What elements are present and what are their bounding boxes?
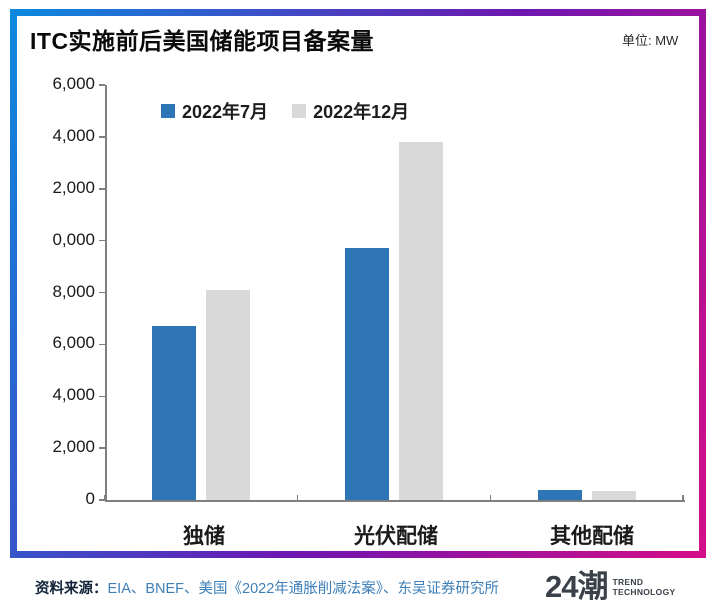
x-axis-line (105, 500, 685, 502)
y-axis-label: 6,000 (52, 333, 95, 353)
bar-s0-c0 (152, 326, 197, 500)
unit-label: 单位: MW (622, 33, 679, 48)
y-axis-label: 6,000 (52, 74, 95, 93)
logo-subtext: TREND TECHNOLOGY (612, 577, 675, 597)
source-line: 资料来源：EIA、BNEF、美国《2022年通胀削减法案》、东吴证券研究所 (35, 577, 499, 598)
bar-s0-c1 (345, 248, 389, 500)
bar-s0-c2 (537, 489, 582, 500)
logo-sub-line1: TREND (612, 577, 644, 587)
x-tick (296, 495, 299, 501)
source-text: EIA、BNEF、美国《2022年通胀削减法案》、东吴证券研究所 (107, 581, 500, 597)
legend: 2022年7月 2022年12月 (161, 98, 409, 124)
y-tick (99, 343, 105, 346)
x-tick (104, 495, 106, 501)
bar-s1-c1 (399, 142, 443, 500)
y-axis-label: 2,000 (52, 437, 95, 457)
y-axis-label: 0 (85, 489, 95, 508)
x-category-label: 光伏配储 (354, 525, 438, 548)
legend-label-december: 2022年12月 (313, 102, 410, 122)
y-axis-label: 4,000 (52, 125, 95, 145)
x-category-label: 独储 (183, 525, 225, 548)
legend-item-july: 2022年7月 (161, 98, 268, 124)
legend-swatch-july-icon (161, 104, 175, 118)
logo-sub-line2: TECHNOLOGY (612, 587, 676, 597)
y-tick (99, 239, 105, 242)
bar-s1-c0 (206, 289, 251, 500)
y-axis-label: 2,000 (52, 177, 95, 197)
y-tick (99, 447, 105, 449)
brand-logo: 24潮 TREND TECHNOLOGY (545, 570, 675, 604)
y-tick (99, 136, 105, 138)
y-axis-label: 8,000 (52, 281, 95, 301)
source-label: 资料来源： (35, 581, 108, 597)
legend-swatch-december-icon (292, 104, 307, 118)
y-axis-line (105, 85, 107, 500)
legend-item-december: 2022年12月 (292, 98, 409, 124)
logo-24chao-icon: 24潮 (545, 569, 608, 604)
y-tick (99, 188, 105, 190)
y-tick (99, 291, 105, 294)
x-tick (489, 495, 492, 501)
legend-label-july: 2022年7月 (182, 102, 269, 122)
chart-title: ITC实施前后美国储能项目备案量 (30, 28, 375, 54)
y-tick (99, 84, 105, 86)
bar-s1-c2 (591, 490, 636, 500)
x-category-label: 其他配储 (550, 525, 634, 548)
y-axis-label: 0,000 (52, 229, 95, 249)
y-tick (99, 499, 105, 501)
y-axis-label: 4,000 (52, 385, 95, 405)
x-tick (682, 495, 684, 501)
y-tick (99, 395, 105, 397)
